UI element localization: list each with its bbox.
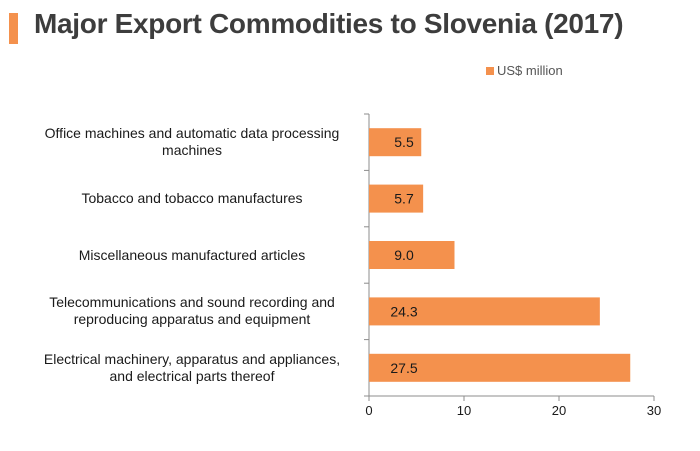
category-label-line: Tobacco and tobacco manufactures xyxy=(81,190,303,207)
category-label: Electrical machinery, apparatus and appl… xyxy=(27,351,357,385)
category-label-line: Miscellaneous manufactured articles xyxy=(78,246,306,263)
x-tick-label: 0 xyxy=(365,403,372,418)
category-label: Tobacco and tobacco manufactures xyxy=(27,190,357,207)
category-label-line: machines xyxy=(162,142,222,159)
title-accent-bar xyxy=(9,13,18,44)
legend-swatch xyxy=(486,66,494,75)
bar-value-label: 24.3 xyxy=(390,303,417,319)
category-label-line: Telecommunications and sound recording a… xyxy=(49,294,335,311)
bar xyxy=(369,128,422,157)
bar-value-label: 9.0 xyxy=(394,247,414,263)
bar xyxy=(369,241,455,269)
category-label: Miscellaneous manufactured articles xyxy=(27,247,357,264)
legend: US$ million xyxy=(486,63,563,78)
x-tick-label: 30 xyxy=(647,403,661,418)
bar xyxy=(369,184,424,213)
category-label-line: Electrical machinery, apparatus and appl… xyxy=(43,350,341,367)
bar-value-label: 5.5 xyxy=(394,134,414,150)
bar-value-label: 5.7 xyxy=(394,191,414,207)
category-label-line: reproducing apparatus and equipment xyxy=(73,311,311,328)
category-label-line: and electrical parts thereof xyxy=(109,367,275,384)
category-label-line: Office machines and automatic data proce… xyxy=(44,125,340,142)
x-tick-label: 10 xyxy=(457,403,471,418)
x-tick-label: 20 xyxy=(552,403,566,418)
legend-label: US$ million xyxy=(497,63,563,78)
category-label: Telecommunications and sound recording a… xyxy=(27,294,357,328)
category-label: Office machines and automatic data proce… xyxy=(27,125,357,159)
bar xyxy=(369,353,631,382)
bar xyxy=(369,297,600,326)
bar-value-label: 27.5 xyxy=(390,360,417,376)
chart-title: Major Export Commodities to Slovenia (20… xyxy=(34,8,624,39)
